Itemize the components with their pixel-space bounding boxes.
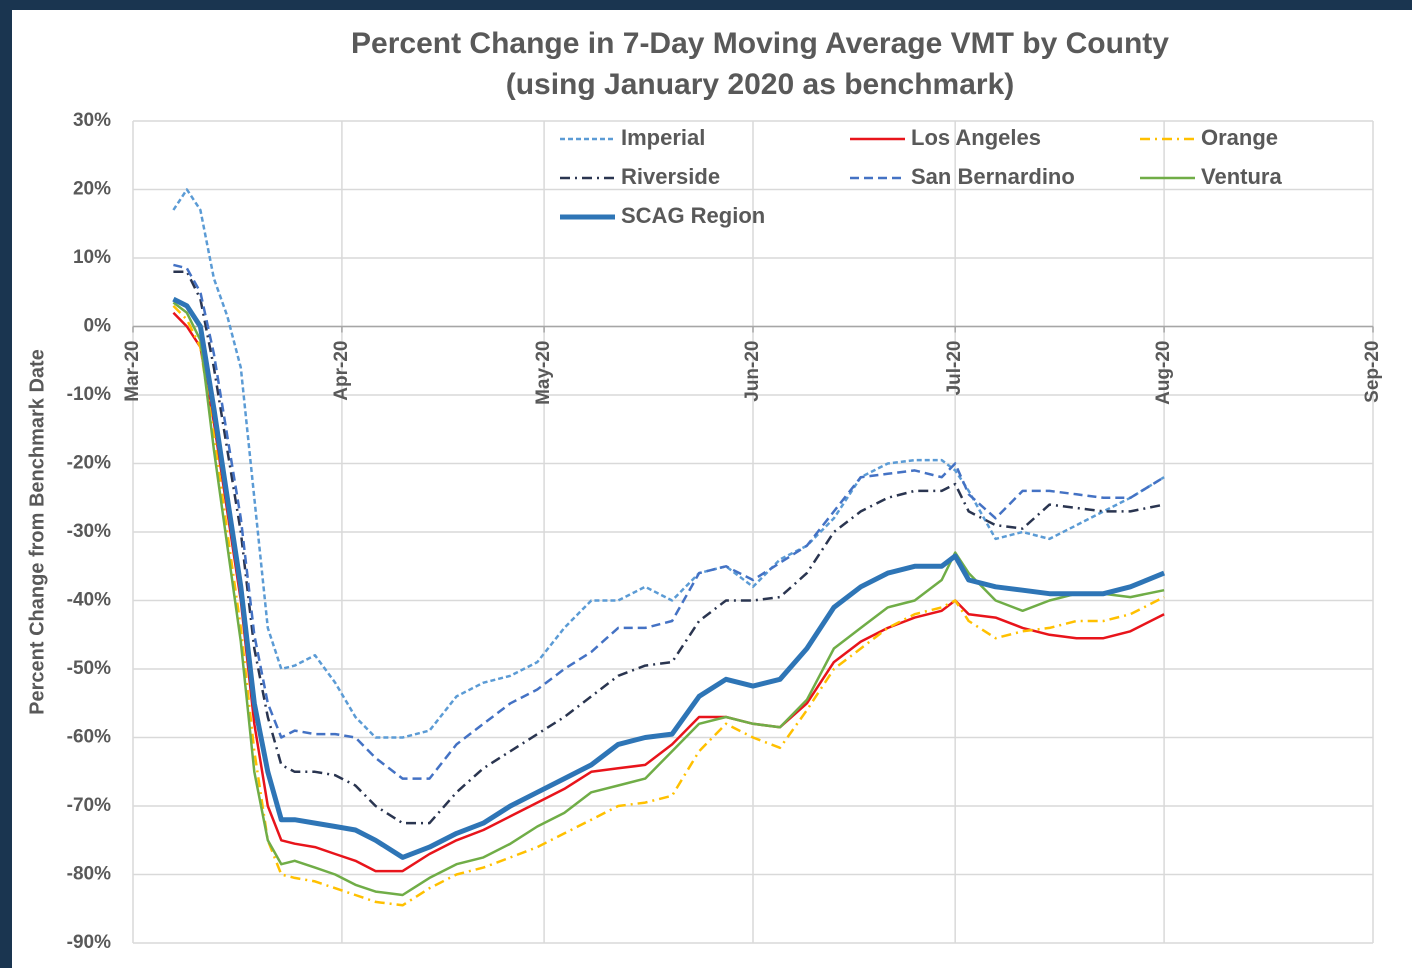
chart-title: Percent Change in 7-Day Moving Average V… — [351, 27, 1169, 60]
y-tick-label: -60% — [67, 727, 111, 748]
series-line — [172, 188, 1165, 739]
x-tick-label: Apr-20 — [331, 341, 352, 401]
y-tick-label: 0% — [84, 316, 112, 337]
series-line — [173, 270, 1165, 825]
x-tick-label: Sep-20 — [1362, 341, 1383, 403]
series-line — [172, 311, 1165, 873]
series-line — [173, 263, 1165, 780]
y-tick-label: 10% — [73, 247, 111, 268]
y-tick-label: -40% — [67, 590, 111, 611]
y-tick-label: -80% — [67, 864, 111, 885]
x-tick-label: Jun-20 — [742, 341, 763, 402]
legend-label: Imperial — [621, 125, 705, 150]
series-line — [172, 301, 1165, 897]
legend-label: Ventura — [1201, 164, 1282, 189]
y-tick-label: -50% — [67, 658, 111, 679]
legend-label: Los Angeles — [911, 125, 1041, 150]
x-tick-label: May-20 — [533, 341, 554, 405]
x-tick-label: Jul-20 — [944, 341, 965, 396]
x-tick-label: Mar-20 — [122, 341, 143, 402]
y-tick-label: -30% — [67, 521, 111, 542]
y-tick-label: 20% — [73, 179, 111, 200]
chart-subtitle: (using January 2020 as benchmark) — [506, 68, 1015, 101]
legend-label: Orange — [1201, 125, 1278, 150]
legend-label: San Bernardino — [911, 164, 1075, 189]
x-tick-label: Aug-20 — [1153, 341, 1174, 405]
y-axis-label: Percent Change from Benchmark Date — [26, 349, 48, 715]
y-tick-label: 30% — [73, 110, 111, 131]
y-tick-label: -20% — [67, 453, 111, 474]
series-line — [172, 296, 1166, 860]
panel — [12, 10, 1412, 968]
y-tick-label: -70% — [67, 795, 111, 816]
y-tick-label: -90% — [67, 932, 111, 953]
y-tick-label: -10% — [67, 384, 111, 405]
legend-label: SCAG Region — [621, 203, 765, 228]
legend-label: Riverside — [621, 164, 720, 189]
